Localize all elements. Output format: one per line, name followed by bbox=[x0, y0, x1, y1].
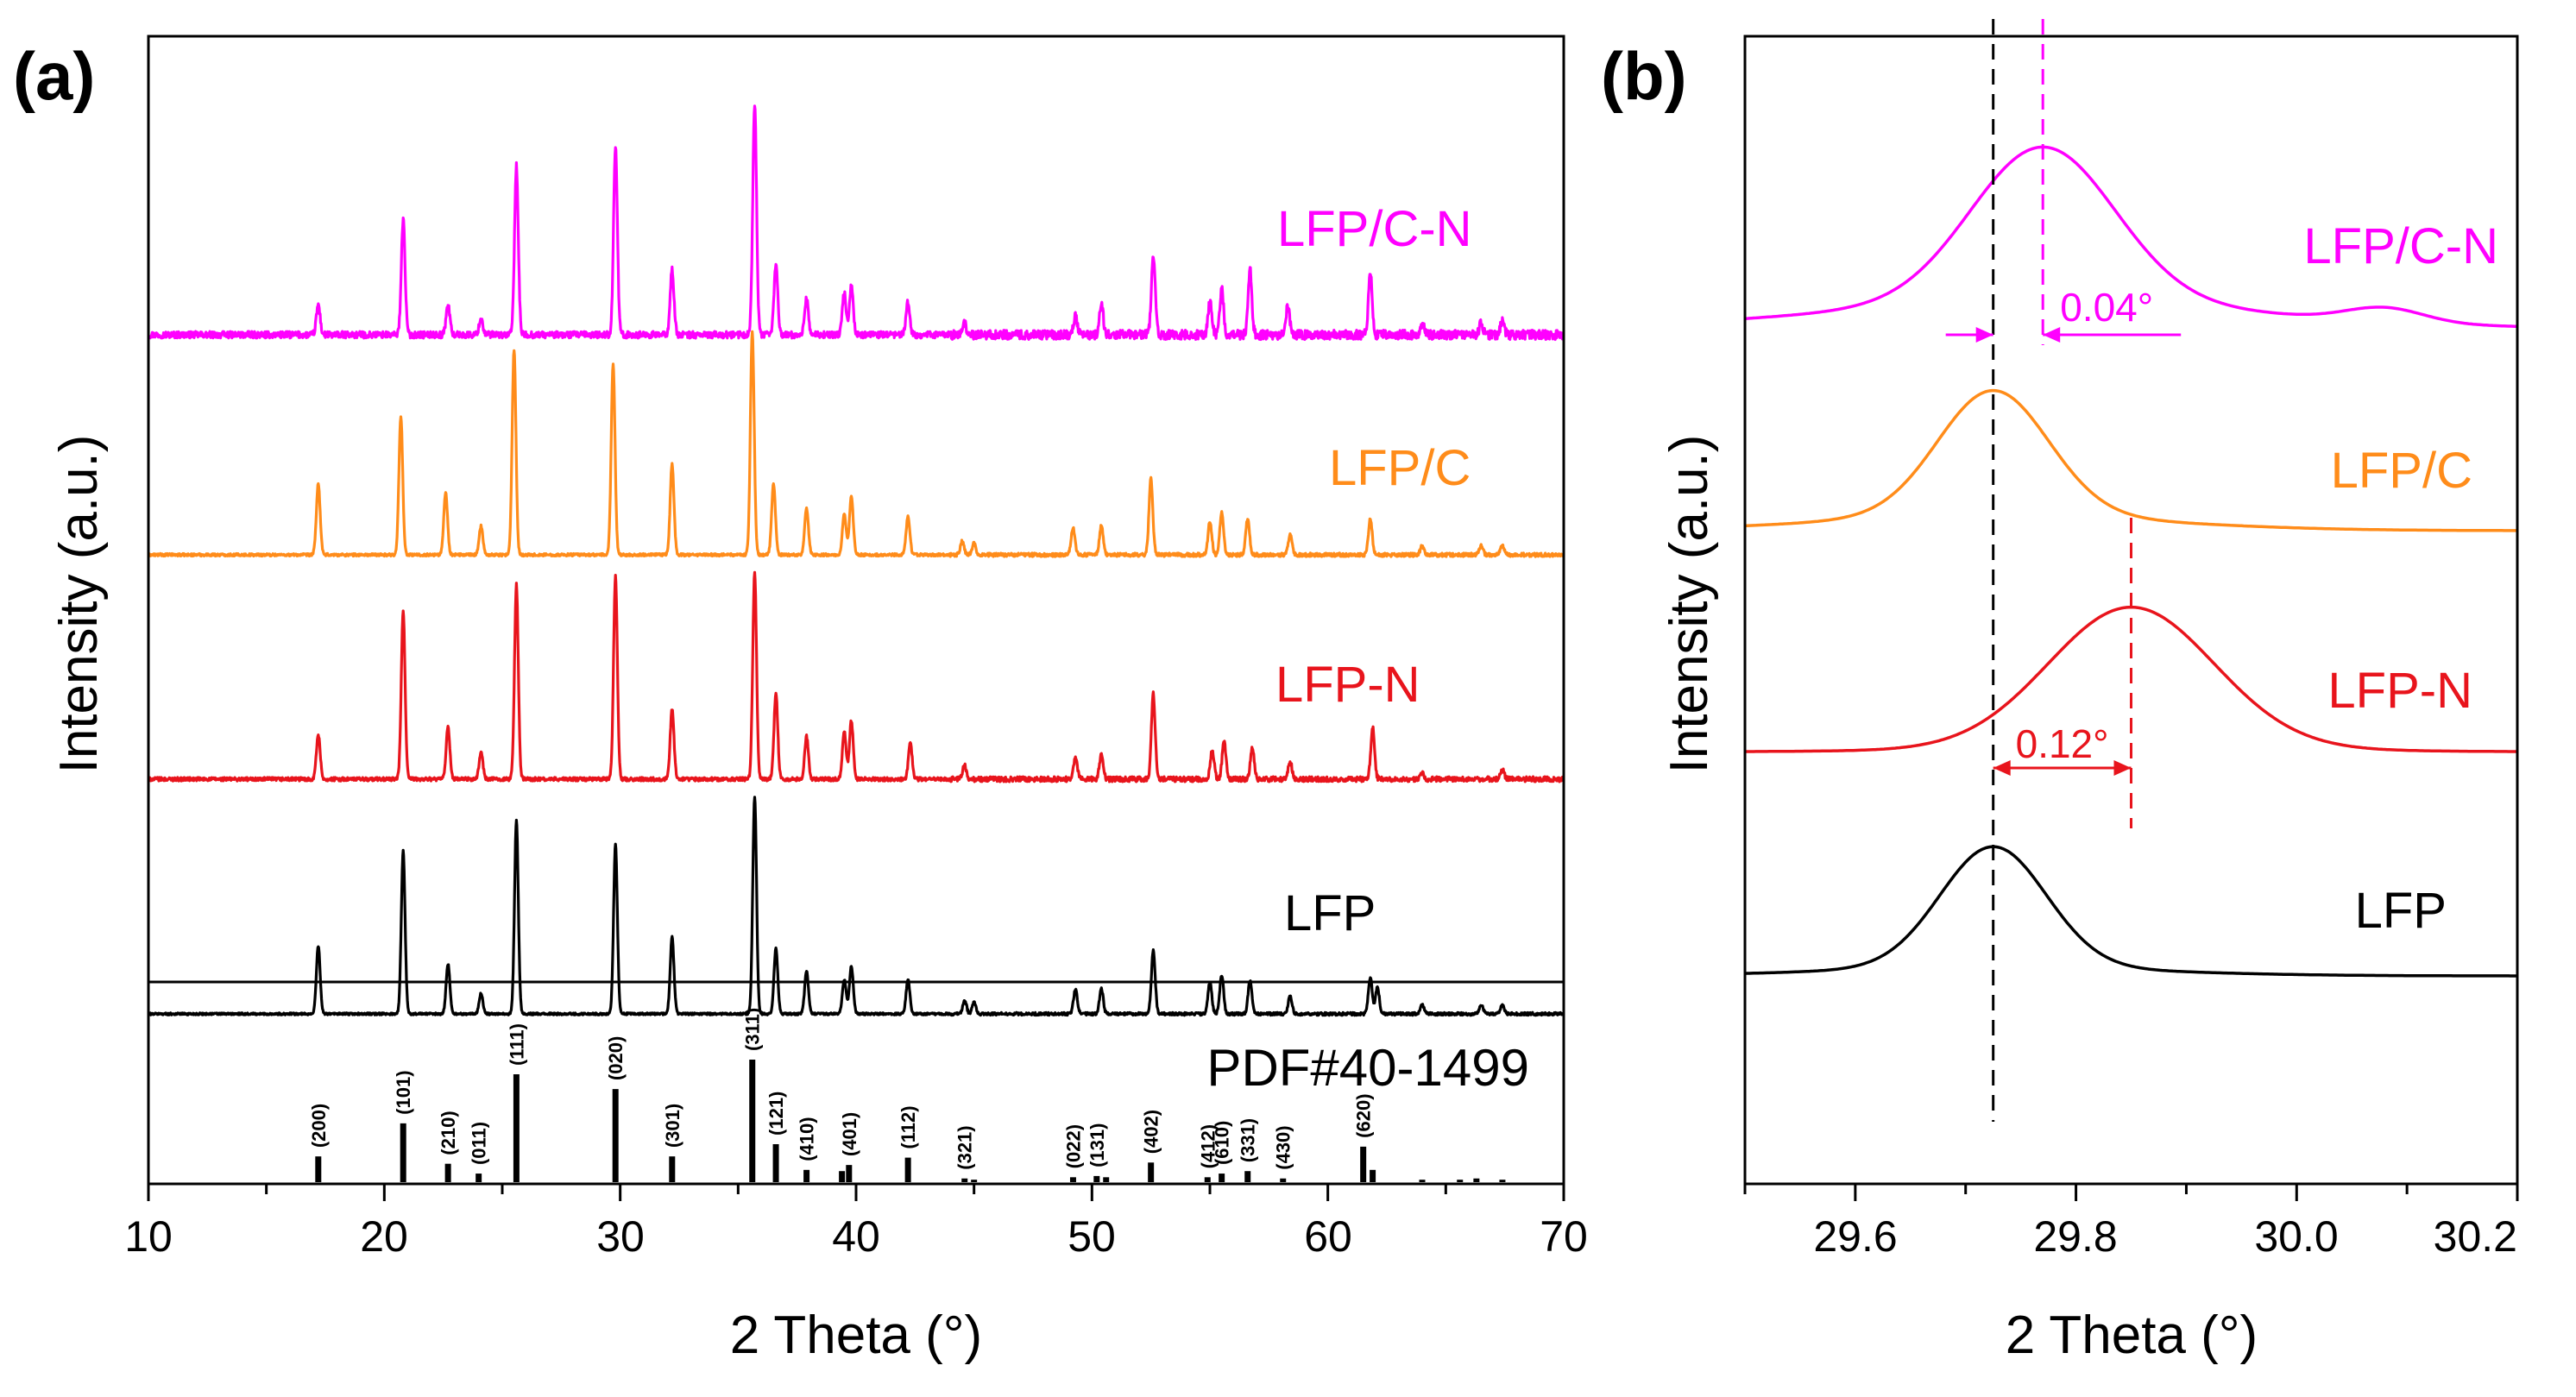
panel-b-x-tick-label: 29.8 bbox=[2033, 1212, 2117, 1261]
panel-b-plot-frame bbox=[1743, 35, 2519, 1186]
hkl-label: (111) bbox=[506, 1023, 527, 1066]
hkl-label: (412) bbox=[1197, 1124, 1219, 1168]
panel-a-y-axis-title: Intensity (a.u.) bbox=[49, 435, 109, 774]
series-line-lfp-c bbox=[147, 330, 1565, 558]
panel-b-y-axis-title: Intensity (a.u.) bbox=[1660, 435, 1719, 774]
panel-b-x-tick-label: 29.6 bbox=[1813, 1212, 1897, 1261]
hkl-label: (131) bbox=[1086, 1123, 1108, 1167]
shift-arrow-head bbox=[2043, 327, 2061, 343]
zoom-series-line-lfp-c-n bbox=[1744, 145, 2518, 329]
hkl-label: (331) bbox=[1238, 1118, 1259, 1162]
panel-a-x-tick-labels: 10 20 30 40 50 60 70 bbox=[124, 1212, 1588, 1261]
hkl-label: (101) bbox=[393, 1070, 414, 1114]
series-line-lfp-c-n bbox=[147, 104, 1565, 342]
peak-shift-label-lfp-c-n: 0.04° bbox=[2060, 285, 2153, 330]
hkl-label: (301) bbox=[662, 1104, 683, 1148]
panel-a-label: (a) bbox=[13, 38, 95, 114]
panel-b-x-tick-label: 30.2 bbox=[2434, 1212, 2517, 1261]
hkl-label: (022) bbox=[1062, 1124, 1084, 1168]
panel-a-x-tick-label: 20 bbox=[360, 1212, 408, 1261]
panel-b-x-tick-labels: 29.6 29.8 30.0 30.2 bbox=[1813, 1212, 2517, 1261]
shift-arrow-head bbox=[2113, 760, 2132, 776]
panel-a-x-tick-label: 60 bbox=[1304, 1212, 1352, 1261]
panel-b: (b) 0.04° 0.12° 29.6 29.8 30.0 30.2 2 The… bbox=[1601, 19, 2519, 1365]
series-label-lfp-n: LFP-N bbox=[1275, 657, 1420, 713]
zoom-series-line-lfp-c bbox=[1744, 388, 2517, 532]
hkl-label: (620) bbox=[1353, 1093, 1375, 1137]
panel-b-label: (b) bbox=[1601, 38, 1687, 114]
peak-shift-label-lfp-n: 0.12° bbox=[2016, 721, 2109, 766]
series-line-lfp bbox=[147, 796, 1565, 1017]
hkl-label: (112) bbox=[898, 1105, 919, 1148]
series-label-b-lfp: LFP bbox=[2355, 883, 2447, 939]
panel-b-annotations: 0.04° 0.12° bbox=[1945, 19, 2182, 1122]
series-label-lfp-c: LFP/C bbox=[1329, 440, 1471, 496]
series-label-b-lfp-c-n: LFP/C-N bbox=[2303, 218, 2498, 274]
hkl-label: (200) bbox=[308, 1104, 330, 1148]
panel-b-x-ticks bbox=[1743, 1184, 2519, 1201]
panel-a-x-ticks bbox=[147, 1184, 1565, 1201]
series-label-b-lfp-c: LFP/C bbox=[2331, 443, 2472, 499]
panel-a-reference-sticks: (200) (101) (210) (011) (111) (020) (301) (311)… bbox=[308, 1008, 1506, 1182]
panel-a: (a) (200)(101)(210) (011)(111) (020)(301)(… bbox=[13, 35, 1588, 1365]
panel-a-x-tick-label: 10 bbox=[124, 1212, 173, 1261]
series-label-b-lfp-n: LFP-N bbox=[2327, 663, 2472, 719]
reference-pattern-label: PDF#40-1499 bbox=[1206, 1039, 1529, 1097]
panel-a-x-tick-label: 30 bbox=[596, 1212, 645, 1261]
panel-a-x-axis-title: 2 Theta (°) bbox=[730, 1306, 982, 1365]
panel-b-x-tick-label: 30.0 bbox=[2254, 1212, 2338, 1261]
hkl-label: (610) bbox=[1212, 1121, 1233, 1165]
panel-a-x-tick-label: 40 bbox=[832, 1212, 880, 1261]
panel-a-x-tick-label: 50 bbox=[1068, 1212, 1116, 1261]
hkl-label: (011) bbox=[469, 1122, 490, 1165]
shift-arrow-head bbox=[1975, 327, 1993, 343]
hkl-label: (210) bbox=[438, 1111, 459, 1155]
series-line-lfp-n bbox=[147, 570, 1565, 783]
hkl-label: (410) bbox=[797, 1117, 818, 1161]
series-label-lfp: LFP bbox=[1284, 885, 1376, 941]
hkl-label: (430) bbox=[1273, 1125, 1294, 1169]
hkl-label: (321) bbox=[954, 1125, 976, 1169]
hkl-label: (401) bbox=[839, 1112, 860, 1156]
hkl-label: (311) bbox=[742, 1008, 764, 1051]
zoom-series-line-lfp bbox=[1744, 845, 2517, 978]
series-label-lfp-c-n: LFP/C-N bbox=[1277, 201, 1472, 257]
shift-arrow-head bbox=[1993, 760, 2011, 776]
hkl-label: (020) bbox=[605, 1036, 627, 1080]
panel-a-curves bbox=[147, 104, 1565, 1017]
panel-b-x-axis-title: 2 Theta (°) bbox=[2006, 1306, 2258, 1365]
hkl-label: (402) bbox=[1141, 1110, 1162, 1154]
panel-a-x-tick-label: 70 bbox=[1540, 1212, 1588, 1261]
hkl-label: (121) bbox=[765, 1092, 787, 1136]
